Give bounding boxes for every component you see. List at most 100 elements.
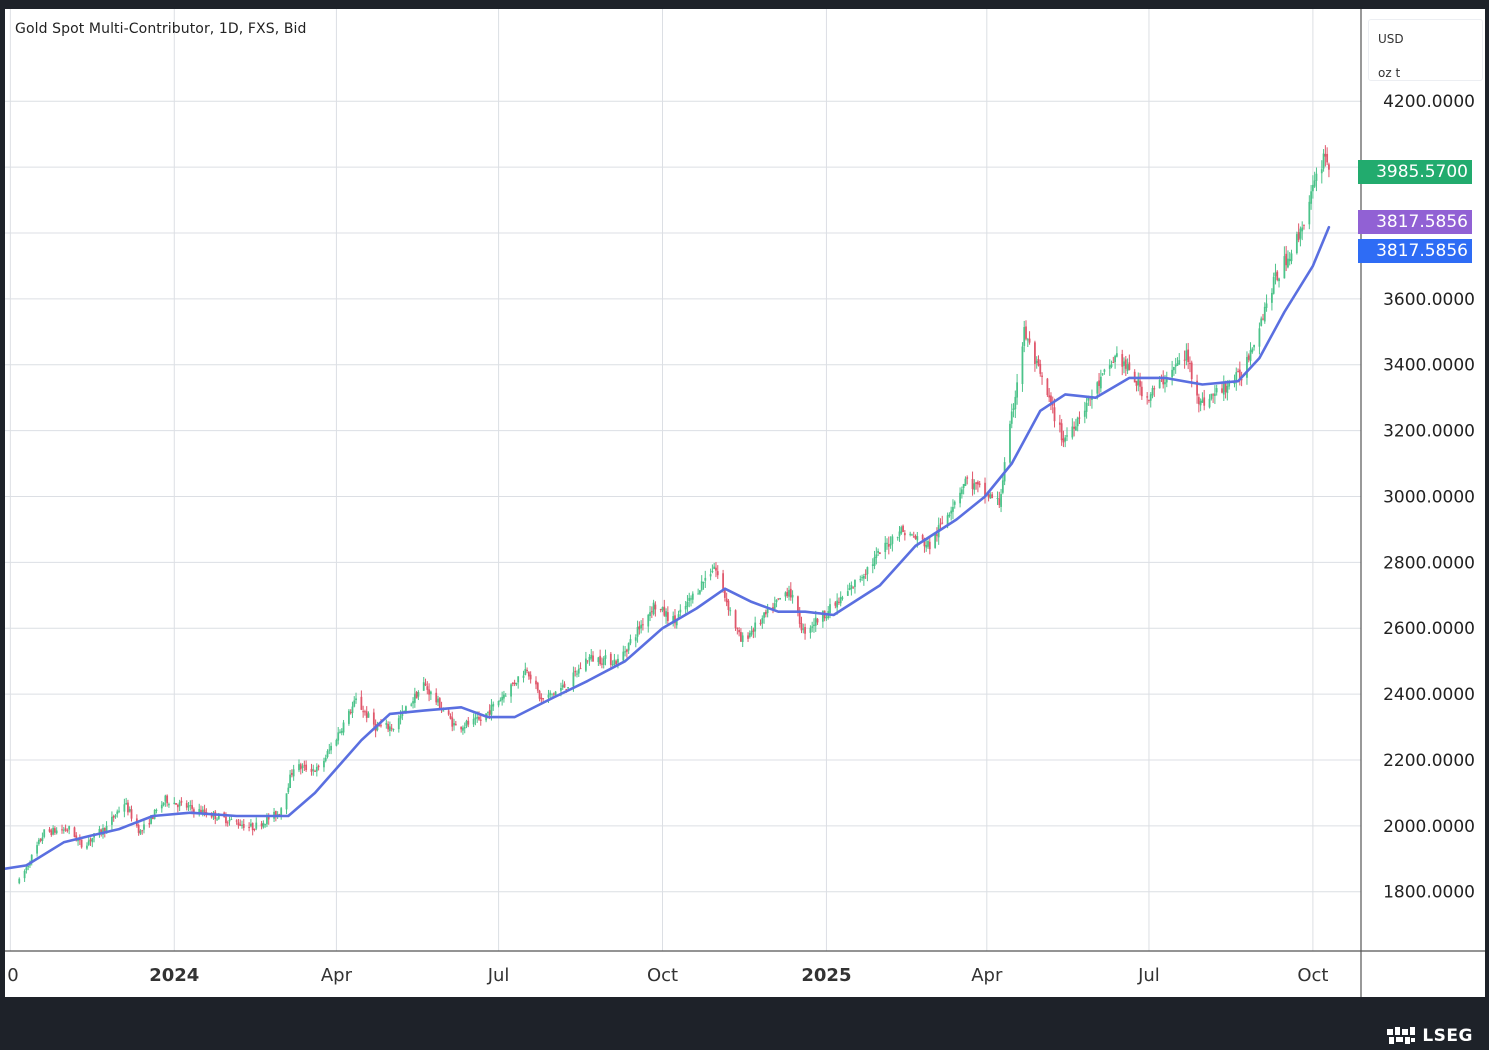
candle-body — [900, 527, 903, 534]
candle-body — [561, 685, 564, 688]
candle-body — [225, 816, 227, 824]
candle-body — [203, 809, 206, 814]
candle-body — [773, 603, 776, 609]
price-chart[interactable]: 1800.0000 2000.0000 2200.0000 2400.0000 2600… — [5, 9, 1485, 997]
candle-up — [813, 618, 815, 633]
candle-body — [640, 624, 643, 629]
candle-body — [442, 710, 445, 712]
candle-up — [959, 487, 961, 508]
candle-body — [274, 811, 277, 818]
candle-down — [727, 598, 730, 616]
candle-up — [567, 687, 569, 689]
candle-up — [1290, 249, 1293, 265]
candle-body — [953, 501, 956, 505]
candle-body — [1151, 388, 1154, 396]
candle-down — [878, 552, 881, 555]
y-tick-label: 3200.0000 — [1383, 422, 1475, 442]
candle-up — [328, 743, 331, 755]
candle-body — [941, 522, 944, 524]
candle-body — [255, 822, 258, 829]
candle-body — [1233, 382, 1236, 384]
candle-up — [1213, 385, 1216, 405]
candle-body — [372, 712, 375, 725]
candle-up — [688, 592, 691, 608]
candle-body — [577, 668, 580, 674]
candle-up — [1016, 373, 1018, 405]
candle-body — [1283, 256, 1286, 279]
candle-up — [577, 664, 580, 677]
candle-down — [752, 627, 755, 639]
candle-up — [429, 690, 432, 700]
candle-body — [912, 536, 915, 538]
candle-body — [576, 673, 578, 675]
candle-up — [1108, 359, 1111, 376]
candle-body — [884, 542, 887, 552]
candle-up — [517, 676, 520, 689]
candle-body — [846, 591, 849, 596]
candle-up — [1137, 372, 1140, 392]
unit-selector[interactable]: USD oz t — [1368, 19, 1483, 81]
candle-body — [996, 497, 999, 499]
candle-up — [255, 817, 258, 831]
candle-body — [1060, 423, 1063, 441]
candle-down — [816, 618, 819, 625]
candle-body — [748, 633, 751, 638]
candle-body — [37, 839, 40, 844]
candle-up — [312, 764, 315, 776]
candle-body — [1071, 426, 1074, 438]
candle-down — [642, 618, 644, 631]
candle-down — [1303, 224, 1305, 230]
candle-down — [852, 586, 855, 590]
candle-up — [911, 533, 913, 536]
candle-down — [978, 481, 981, 488]
candle-body — [1137, 379, 1140, 386]
candle-down — [1041, 372, 1043, 385]
candle-body — [1050, 395, 1052, 404]
candle-down — [513, 679, 516, 687]
candle-body — [292, 769, 295, 777]
candle-body — [378, 724, 381, 727]
candle-body — [27, 866, 30, 868]
candle-body — [716, 571, 719, 576]
candle-body — [866, 567, 869, 575]
candle-body — [987, 491, 990, 498]
candle-body — [1247, 355, 1250, 360]
candle-up — [602, 656, 605, 669]
candle-body — [898, 531, 901, 537]
candle-up — [292, 764, 295, 781]
x-tick-label: Apr — [971, 965, 1003, 986]
candle-down — [454, 720, 457, 726]
candle-down — [650, 606, 653, 619]
candle-up — [241, 820, 243, 829]
candle-up — [1085, 396, 1088, 419]
candle-down — [1051, 396, 1054, 414]
candle-body — [298, 764, 300, 771]
candle-up — [1099, 369, 1102, 393]
candle-down — [1139, 372, 1141, 396]
candle-up — [1265, 294, 1268, 312]
candle-body — [871, 564, 874, 566]
candle-down — [666, 606, 669, 624]
candle-down — [290, 769, 293, 778]
candle-body — [1115, 353, 1118, 357]
candle-up — [1173, 366, 1175, 376]
candle-body — [1048, 395, 1051, 398]
candle-down — [1050, 392, 1052, 411]
candle-body — [602, 658, 605, 665]
candle-body — [251, 823, 254, 831]
candle-body — [86, 845, 88, 849]
candle-body — [1064, 437, 1067, 442]
candle-body — [264, 824, 267, 826]
candle-up — [1014, 390, 1017, 418]
candle-down — [716, 565, 719, 579]
candle-body — [1148, 400, 1150, 402]
candle-body — [636, 627, 639, 637]
candle-body — [449, 716, 452, 719]
candle-body — [64, 828, 67, 831]
candle-body — [666, 612, 669, 621]
candle-up — [704, 570, 707, 588]
candle-body — [1265, 303, 1268, 308]
candle-down — [449, 713, 452, 720]
candle-body — [1197, 397, 1200, 405]
candle-up — [1066, 427, 1068, 442]
